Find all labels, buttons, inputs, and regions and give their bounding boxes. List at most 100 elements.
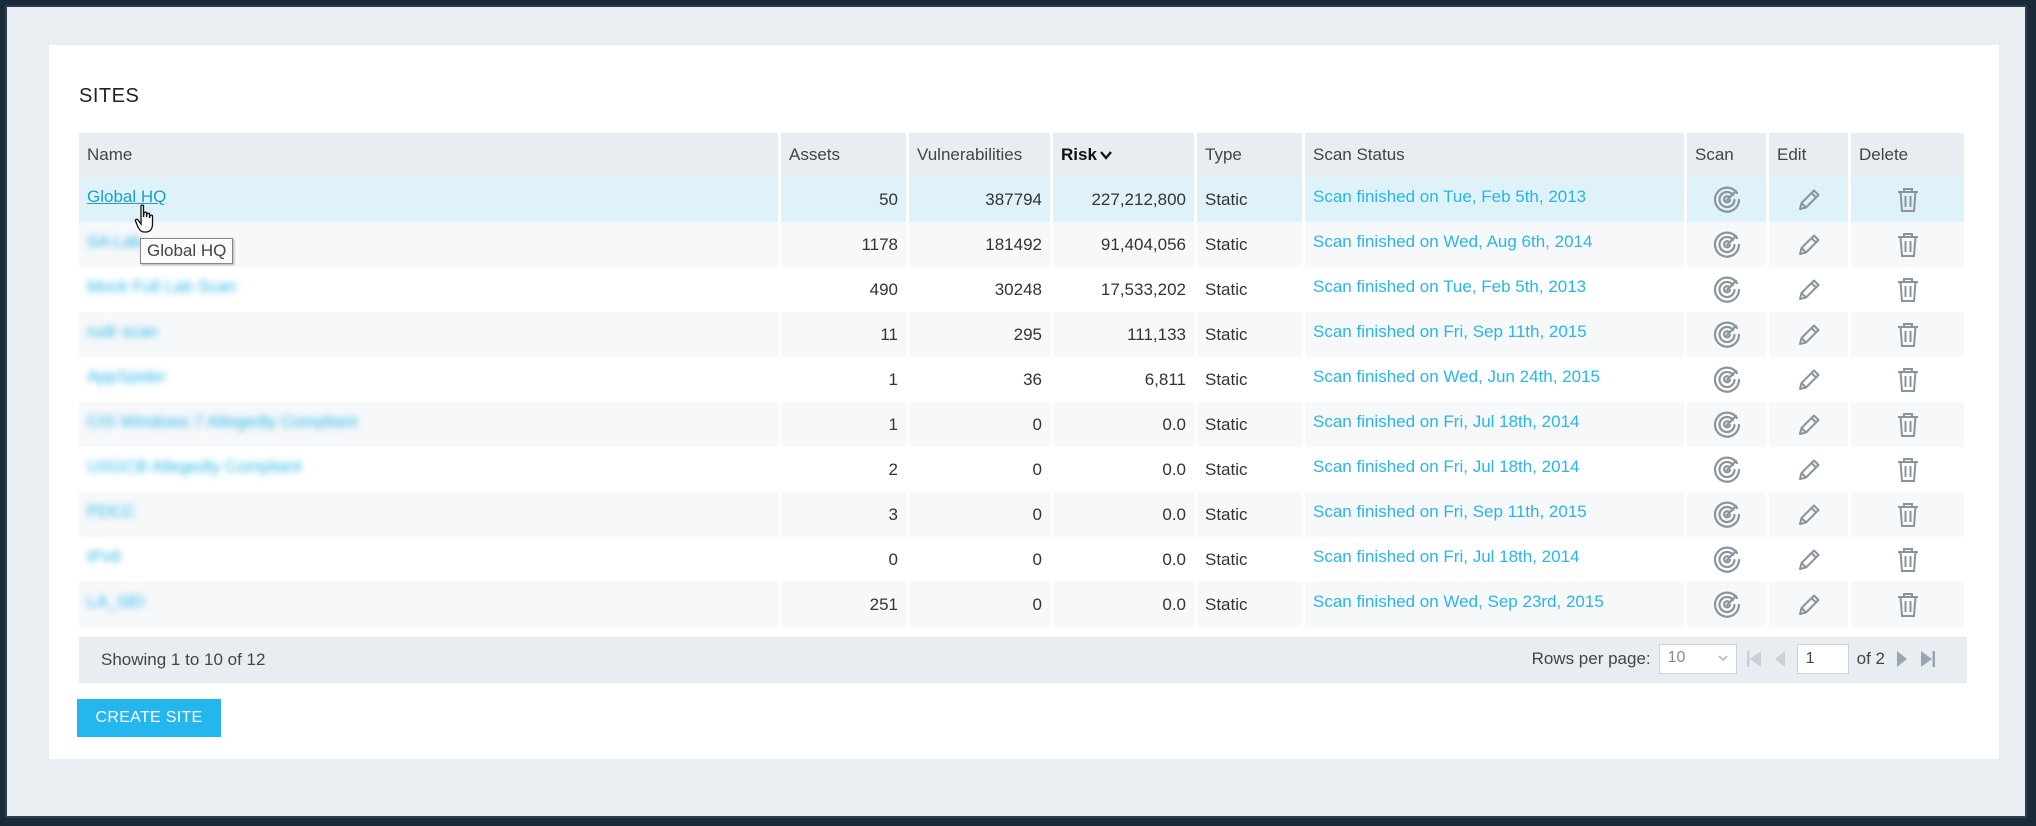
trash-icon[interactable]	[1893, 455, 1923, 485]
trash-icon[interactable]	[1893, 590, 1923, 620]
first-page-icon[interactable]	[1745, 648, 1763, 670]
scan-status-link[interactable]: Scan finished on Tue, Feb 5th, 2013	[1313, 187, 1587, 206]
site-name-link[interactable]: rudr scan	[87, 322, 158, 341]
table-row[interactable]: rudr scan 11 295 111,133 Static Scan finished…	[79, 312, 1967, 357]
assets-cell: 490	[781, 267, 909, 312]
scan-status-link[interactable]: Scan finished on Fri, Jul 18th, 2014	[1313, 457, 1580, 476]
pagination: Rows per page: 10 of 2	[1532, 644, 1937, 674]
column-header-name[interactable]: Name	[79, 133, 781, 177]
scan-target-icon[interactable]	[1712, 230, 1742, 260]
site-name-link[interactable]: Global HQ	[87, 187, 167, 206]
delete-button-cell	[1851, 447, 1967, 492]
scan-target-icon[interactable]	[1712, 590, 1742, 620]
scan-status-cell: Scan finished on Fri, Jul 18th, 2014	[1305, 402, 1687, 447]
trash-icon[interactable]	[1893, 410, 1923, 440]
site-name-link[interactable]: Mock Full Lab Scan	[87, 277, 237, 296]
page-number-input[interactable]	[1796, 644, 1849, 674]
delete-button-cell	[1851, 492, 1967, 537]
scan-status-link[interactable]: Scan finished on Wed, Sep 23rd, 2015	[1313, 592, 1604, 611]
site-name-link[interactable]: PDCC	[87, 502, 136, 521]
last-page-icon[interactable]	[1919, 648, 1937, 670]
site-name-cell: AppSpider	[79, 357, 781, 402]
pencil-icon[interactable]	[1794, 590, 1824, 620]
table-row[interactable]: PDCC 3 0 0.0 Static Scan finished on Fri, Sep…	[79, 492, 1967, 537]
pencil-icon[interactable]	[1794, 275, 1824, 305]
next-page-icon[interactable]	[1893, 648, 1911, 670]
scan-target-icon[interactable]	[1712, 410, 1742, 440]
trash-icon[interactable]	[1893, 230, 1923, 260]
column-header-assets[interactable]: Assets	[781, 133, 909, 177]
pencil-icon[interactable]	[1794, 230, 1824, 260]
column-header-scan[interactable]: Scan	[1687, 133, 1769, 177]
trash-icon[interactable]	[1893, 275, 1923, 305]
column-header-vulnerabilities[interactable]: Vulnerabilities	[909, 133, 1053, 177]
scan-status-link[interactable]: Scan finished on Fri, Sep 11th, 2015	[1313, 502, 1587, 521]
scan-status-cell: Scan finished on Tue, Feb 5th, 2013	[1305, 267, 1687, 312]
scan-target-icon[interactable]	[1712, 545, 1742, 575]
scan-status-link[interactable]: Scan finished on Fri, Jul 18th, 2014	[1313, 412, 1580, 431]
scan-button-cell	[1687, 447, 1769, 492]
trash-icon[interactable]	[1893, 545, 1923, 575]
trash-icon[interactable]	[1893, 320, 1923, 350]
table-row[interactable]: SA Lab 1178 181492 91,404,056 Static Scan fin…	[79, 222, 1967, 267]
trash-icon[interactable]	[1893, 185, 1923, 215]
rows-per-page-value: 10	[1667, 649, 1686, 666]
scan-target-icon[interactable]	[1712, 185, 1742, 215]
table-row[interactable]: USGCB Allegedly Compliant 2 0 0.0 Static Scan…	[79, 447, 1967, 492]
pencil-icon[interactable]	[1794, 185, 1824, 215]
column-header-edit[interactable]: Edit	[1769, 133, 1851, 177]
scan-target-icon[interactable]	[1712, 320, 1742, 350]
scan-target-icon[interactable]	[1712, 500, 1742, 530]
scan-status-link[interactable]: Scan finished on Fri, Sep 11th, 2015	[1313, 322, 1587, 341]
risk-cell: 227,212,800	[1053, 177, 1197, 222]
pencil-icon[interactable]	[1794, 545, 1824, 575]
table-row[interactable]: AppSpider 1 36 6,811 Static Scan finished on …	[79, 357, 1967, 402]
site-name-link[interactable]: CIS Windows 7 Allegedly Compliant	[87, 412, 358, 431]
site-name-link[interactable]: USGCB Allegedly Compliant	[87, 457, 302, 476]
sites-panel: SITES Name Assets Vulnerabilities Risk Type S…	[49, 45, 1999, 759]
table-row[interactable]: Mock Full Lab Scan 490 30248 17,533,202 Stat…	[79, 267, 1967, 312]
site-name-link[interactable]: AppSpider	[87, 367, 167, 386]
pencil-icon[interactable]	[1794, 500, 1824, 530]
trash-icon[interactable]	[1893, 365, 1923, 395]
scan-target-icon[interactable]	[1712, 275, 1742, 305]
scan-status-link[interactable]: Scan finished on Tue, Feb 5th, 2013	[1313, 277, 1587, 296]
scan-status-link[interactable]: Scan finished on Fri, Jul 18th, 2014	[1313, 547, 1580, 566]
edit-button-cell	[1769, 267, 1851, 312]
table-row[interactable]: CIS Windows 7 Allegedly Compliant 1 0 0.0 St…	[79, 402, 1967, 447]
table-row[interactable]: IPv6 0 0 0.0 Static Scan finished on Fri, Jul…	[79, 537, 1967, 582]
scan-target-icon[interactable]	[1712, 455, 1742, 485]
scan-status-link[interactable]: Scan finished on Wed, Jun 24th, 2015	[1313, 367, 1600, 386]
scan-status-cell: Scan finished on Wed, Sep 23rd, 2015	[1305, 582, 1687, 627]
page-title: SITES	[79, 85, 140, 107]
site-name-link[interactable]: IPv6	[87, 547, 122, 566]
column-header-type[interactable]: Type	[1197, 133, 1305, 177]
sort-desc-icon	[1100, 151, 1112, 160]
site-name-tooltip: Global HQ	[140, 238, 234, 264]
edit-button-cell	[1769, 402, 1851, 447]
trash-icon[interactable]	[1893, 500, 1923, 530]
column-header-scan-status[interactable]: Scan Status	[1305, 133, 1687, 177]
rows-per-page-label: Rows per page:	[1531, 649, 1651, 668]
table-header-row: Name Assets Vulnerabilities Risk Type Scan St…	[79, 133, 1967, 177]
column-header-delete[interactable]: Delete	[1851, 133, 1967, 177]
type-cell: Static	[1197, 492, 1305, 537]
prev-page-icon[interactable]	[1771, 648, 1789, 670]
scan-target-icon[interactable]	[1712, 365, 1742, 395]
rows-per-page-select[interactable]: 10	[1658, 644, 1737, 674]
page-total: of 2	[1856, 649, 1885, 668]
pencil-icon[interactable]	[1794, 365, 1824, 395]
pencil-icon[interactable]	[1794, 320, 1824, 350]
column-header-risk[interactable]: Risk	[1053, 133, 1197, 177]
delete-button-cell	[1851, 267, 1967, 312]
site-name-link[interactable]: SA Lab	[87, 232, 142, 251]
risk-cell: 111,133	[1053, 312, 1197, 357]
scan-status-link[interactable]: Scan finished on Wed, Aug 6th, 2014	[1313, 232, 1593, 251]
table-row[interactable]: Global HQ 50 387794 227,212,800 Static Scan f…	[79, 177, 1967, 222]
pencil-icon[interactable]	[1794, 410, 1824, 440]
site-name-cell: Global HQ	[79, 177, 781, 222]
create-site-button[interactable]: CREATE SITE	[77, 699, 221, 737]
table-row[interactable]: LA_SEI 251 0 0.0 Static Scan finished on Wed,…	[79, 582, 1967, 627]
pencil-icon[interactable]	[1794, 455, 1824, 485]
site-name-link[interactable]: LA_SEI	[87, 592, 145, 611]
